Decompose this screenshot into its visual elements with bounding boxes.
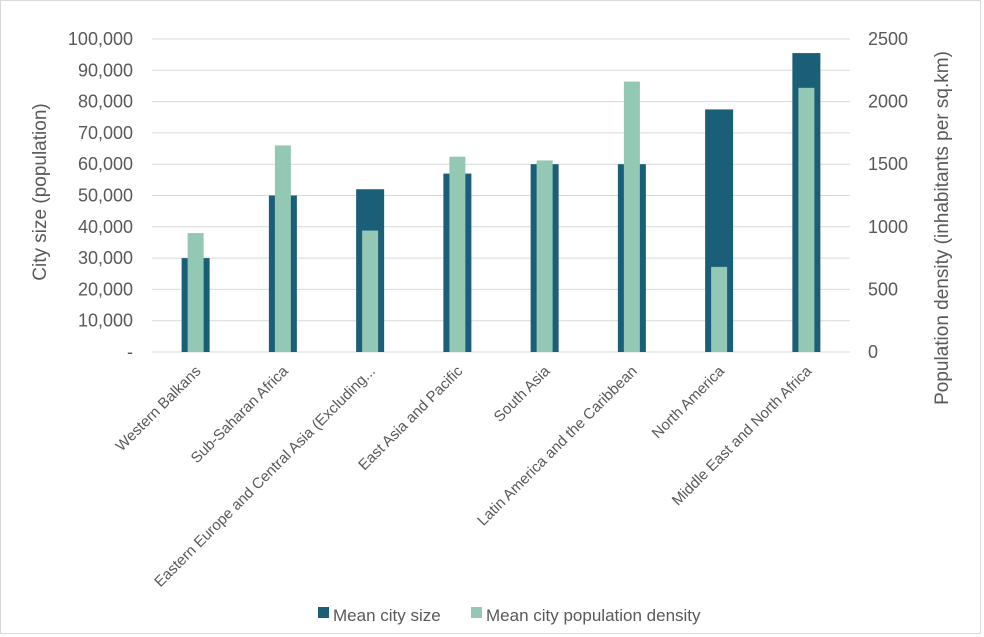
left-tick-label: 40,000 [78,217,133,237]
bar-mean-density [536,160,553,352]
category-label: Western Balkans [112,363,204,455]
right-axis-title: Population density (inhabitants per sq.k… [932,51,953,405]
left-tick-label: 20,000 [78,279,133,299]
right-tick-label: 2500 [868,29,908,49]
left-tick-label: 70,000 [78,123,133,143]
bar-mean-density [362,230,379,352]
left-tick-label: 50,000 [78,186,133,206]
left-tick-label: 100,000 [68,29,133,49]
left-tick-label: 90,000 [78,60,133,80]
bar-mean-density [274,145,291,352]
left-axis-ticks: - 10,000 20,000 30,000 40,000 50,000 60,000 70,… [68,29,133,362]
bar-mean-density [187,233,204,352]
bar-mean-density [449,156,466,352]
bar-mean-density [623,81,640,353]
legend-swatch-mean-city-size [318,607,329,618]
right-tick-label: 1000 [868,217,908,237]
category-label: Middle East and North Africa [669,362,816,509]
bar-mean-density [711,266,728,352]
legend-label-mean-city-size: Mean city size [333,606,441,625]
left-tick-label: 60,000 [78,154,133,174]
gridlines [152,38,850,353]
bar-mean-density [798,87,815,352]
category-label: Latin America and the Caribbean [474,363,641,530]
legend-label-mean-density: Mean city population density [486,606,701,625]
category-label: South Asia [491,362,554,425]
category-label: North America [649,362,729,442]
left-tick-label: 10,000 [78,311,133,331]
left-tick-label: 80,000 [78,92,133,112]
bars [181,53,821,353]
right-tick-label: 2000 [868,92,908,112]
legend-swatch-mean-density [471,607,482,618]
category-label: Sub-Saharan Africa [188,362,292,466]
legend: Mean city size Mean city population dens… [318,606,701,625]
right-tick-label: 0 [868,342,878,362]
left-tick-label: - [127,342,133,362]
left-tick-label: 30,000 [78,248,133,268]
left-axis-title: City size (population) [30,103,51,280]
right-axis-ticks: 0 500 1000 1500 2000 2500 [868,29,908,362]
right-tick-label: 500 [868,279,898,299]
right-tick-label: 1500 [868,154,908,174]
